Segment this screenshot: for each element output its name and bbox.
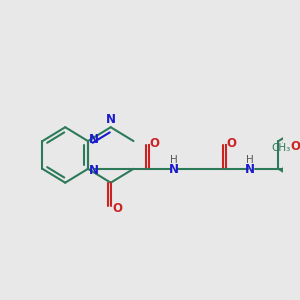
Text: N: N (88, 133, 99, 146)
Text: N: N (88, 164, 99, 177)
Text: N: N (245, 163, 255, 176)
Text: N: N (106, 113, 116, 126)
Text: H: H (247, 155, 254, 165)
Text: O: O (112, 202, 122, 215)
Text: CH₃: CH₃ (271, 143, 290, 153)
Text: H: H (169, 155, 177, 165)
Text: O: O (291, 140, 300, 152)
Text: O: O (150, 137, 160, 150)
Text: N: N (168, 163, 178, 176)
Text: O: O (226, 137, 237, 150)
